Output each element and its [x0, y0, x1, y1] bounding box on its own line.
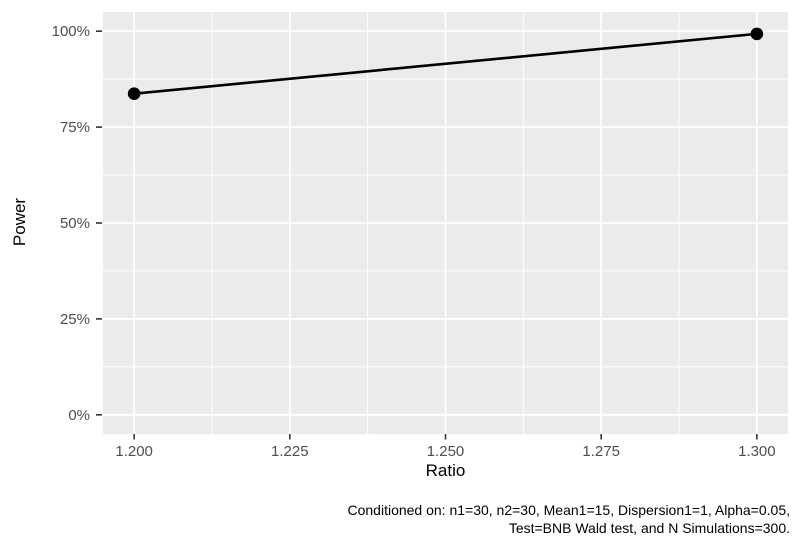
power-line	[132, 32, 759, 96]
x-tick-label: 1.300	[738, 443, 776, 460]
y-axis-title: Power	[10, 197, 29, 247]
x-tick-label: 1.225	[271, 443, 309, 460]
x-tick-label: 1.250	[427, 443, 465, 460]
y-tick-label: 75%	[60, 119, 90, 136]
y-tick-label: 50%	[60, 215, 90, 232]
y-tick-label: 0%	[68, 407, 90, 424]
y-tick-label: 25%	[60, 311, 90, 328]
chart-caption: Conditioned on: n1=30, n2=30, Mean1=15, …	[90, 502, 790, 537]
data-point	[750, 27, 764, 41]
y-tick-label: 100%	[52, 23, 90, 40]
x-axis-title: Ratio	[425, 461, 466, 480]
data-point	[127, 87, 141, 101]
caption-line-2: Test=BNB Wald test, and N Simulations=30…	[508, 519, 790, 536]
x-tick-label: 1.200	[115, 443, 153, 460]
caption-line-1: Conditioned on: n1=30, n2=30, Mean1=15, …	[347, 502, 790, 518]
x-tick-label: 1.275	[582, 443, 620, 460]
